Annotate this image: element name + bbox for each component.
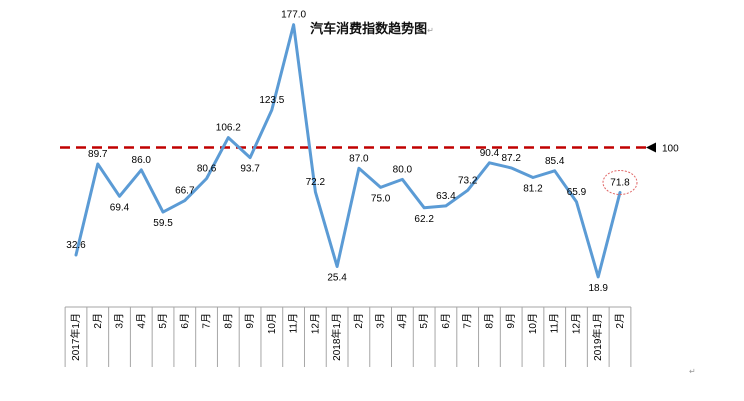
category-label: 4月	[396, 313, 408, 329]
category-label: 3月	[375, 313, 387, 329]
paragraph-mark: ↵	[427, 26, 434, 35]
data-label: 65.9	[567, 187, 587, 198]
category-label: 10月	[527, 313, 539, 334]
x-axis-ticks	[64, 307, 632, 367]
category-label: 2017年1月	[69, 313, 82, 361]
category-label: 2月	[92, 313, 104, 329]
data-label: 81.2	[523, 184, 543, 195]
category-label: 2019年1月	[591, 313, 604, 361]
data-label: 80.0	[393, 164, 413, 175]
data-label: 32.6	[66, 240, 86, 251]
chart-title-block: 汽车消费指数趋势图↵	[0, 18, 744, 37]
data-labels: 32.6 89.7 69.4 86.0 59.5 66.7 80.6 106.2 93.7 123…	[66, 10, 630, 294]
data-label: 87.2	[501, 153, 521, 164]
data-label: 89.7	[88, 149, 108, 160]
category-label: 12月	[309, 313, 321, 334]
data-label: 72.2	[306, 177, 326, 188]
category-label: 2月	[614, 313, 626, 329]
data-label: 25.4	[327, 272, 347, 283]
data-label: 63.4	[436, 191, 456, 202]
category-label: 3月	[114, 313, 126, 329]
category-label: 2月	[353, 313, 365, 329]
data-label: 18.9	[589, 283, 609, 294]
category-label: 2018年1月	[330, 313, 343, 361]
category-label: 4月	[135, 313, 147, 329]
reference-label: 100	[662, 144, 679, 155]
category-label: 12月	[570, 313, 582, 334]
data-label: 73.2	[458, 175, 478, 186]
category-label: 9月	[505, 313, 517, 329]
data-label: 69.4	[110, 202, 130, 213]
category-labels: 2017年1月 2月 3月 4月 5月 6月 7月 8月 9月 10月 11月 12月 2018年1月 2…	[69, 313, 626, 361]
data-label: 75.0	[371, 193, 391, 204]
category-label: 5月	[157, 313, 169, 329]
data-label: 59.5	[153, 218, 173, 229]
category-label: 8月	[483, 313, 495, 329]
category-label: 6月	[179, 313, 191, 329]
paragraph-mark-bottom: ↵	[689, 367, 696, 376]
data-label: 86.0	[132, 155, 152, 166]
data-label: 123.5	[259, 95, 284, 106]
category-label: 6月	[440, 313, 452, 329]
reference-arrow-icon	[646, 142, 656, 153]
category-label: 5月	[418, 313, 430, 329]
highlight-circle	[602, 169, 638, 195]
category-label: 7月	[462, 313, 474, 329]
category-label: 11月	[549, 313, 561, 333]
category-label: 11月	[288, 313, 300, 333]
category-label: 9月	[244, 313, 256, 329]
data-label: 93.7	[240, 164, 260, 175]
data-label: 62.2	[414, 214, 434, 225]
data-label: 177.0	[281, 10, 306, 21]
series-line	[74, 23, 622, 279]
data-label: 85.4	[545, 156, 565, 167]
data-label: 80.6	[197, 163, 217, 174]
data-label: 106.2	[216, 123, 241, 134]
data-label: 87.0	[349, 153, 369, 164]
chart-title: 汽车消费指数趋势图	[310, 22, 428, 37]
category-label: 8月	[222, 313, 234, 329]
category-label: 7月	[201, 313, 213, 329]
data-label: 66.7	[175, 186, 195, 197]
category-label: 10月	[266, 313, 278, 334]
data-label: 71.8	[610, 177, 630, 188]
data-label: 90.4	[480, 148, 500, 159]
